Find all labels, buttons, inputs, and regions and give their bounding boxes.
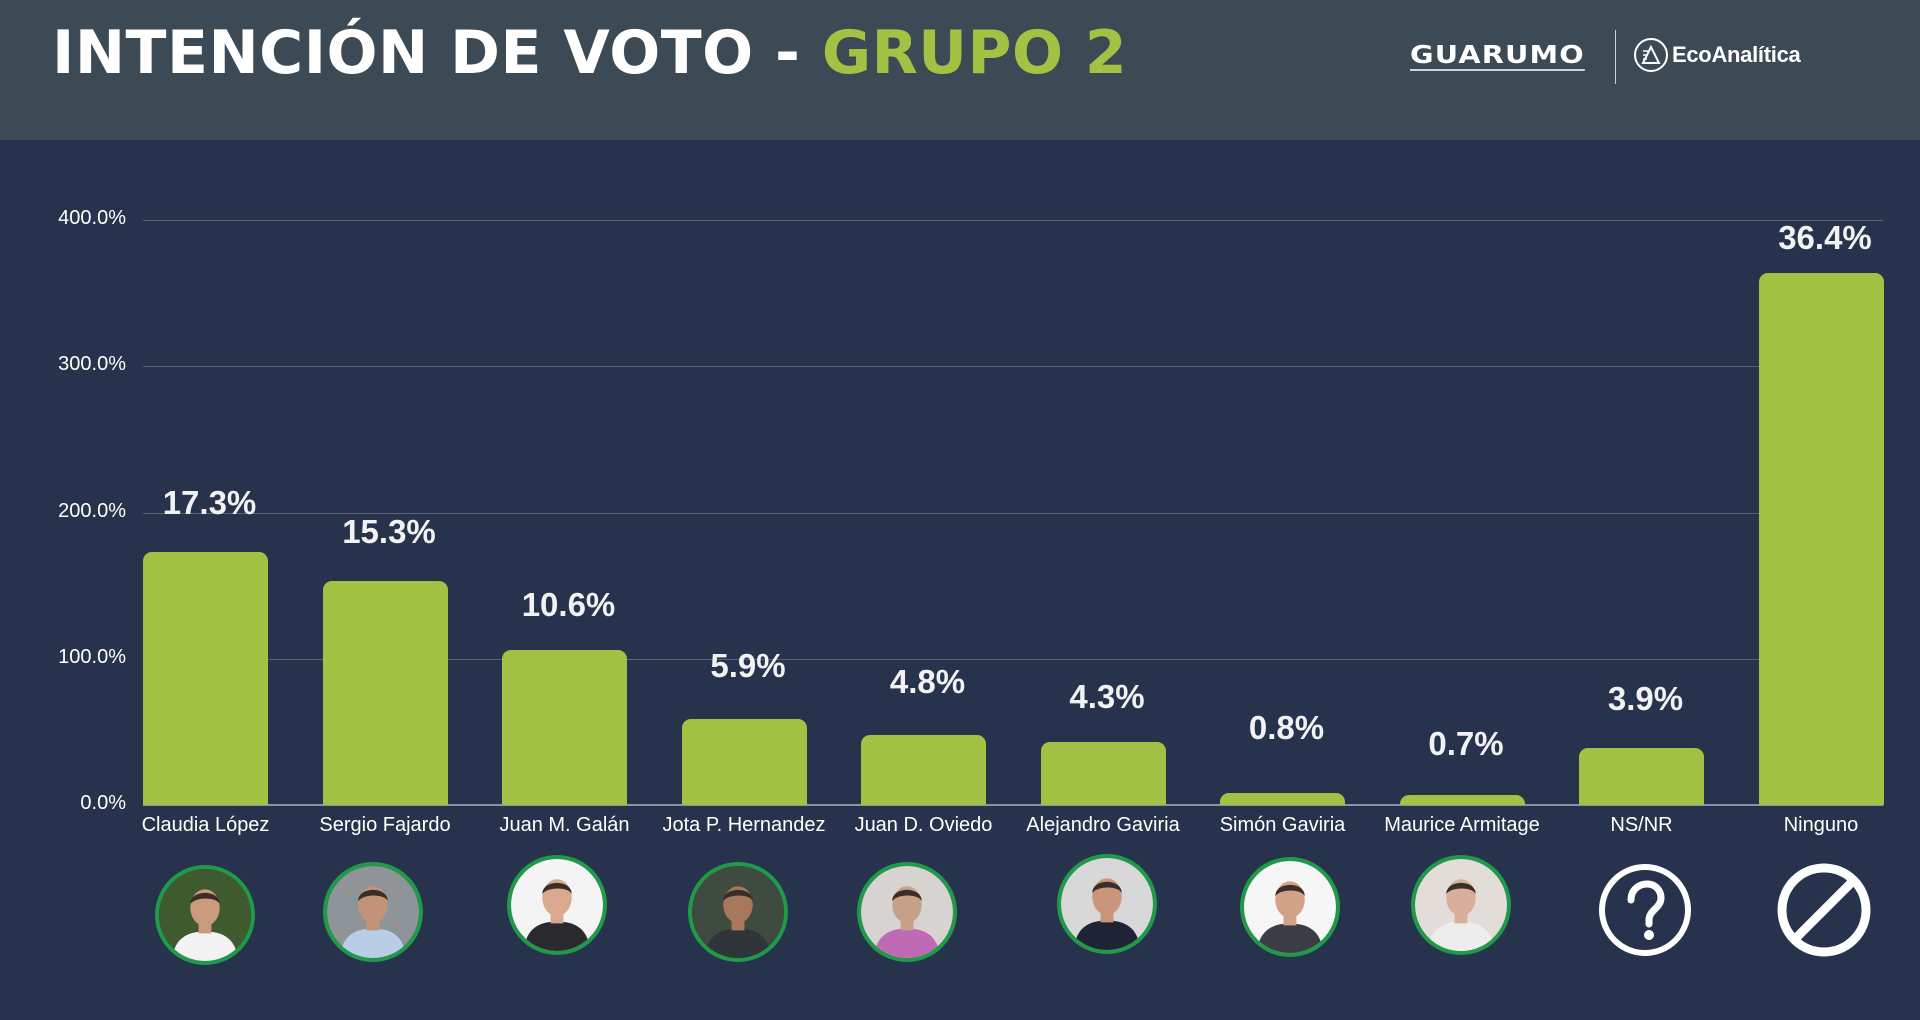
category-label: Claudia López [141,814,270,836]
avatar [323,862,423,962]
value-label: 36.4% [1778,218,1872,256]
avatar [507,855,607,955]
guarumo-logo: GUARUMO [1410,39,1585,71]
person-photo-icon [159,869,251,961]
x-axis-line [143,804,1883,806]
avatar [1240,857,1340,957]
bar-maurice-armitage[interactable] [1399,794,1525,805]
value-label: 15.3% [342,513,436,551]
value-label: 4.8% [889,662,966,700]
bar-sergio-fajardo[interactable] [322,581,448,805]
person-photo-icon [861,866,953,958]
category-label: Alejandro Gaviria [1026,814,1180,836]
ecoanalitica-mark-icon [1634,38,1668,72]
bar-alejandro-gaviria[interactable] [1040,742,1166,805]
title-main: INTENCIÓN DE VOTO - [52,18,822,88]
category-label: Jota P. Hernandez [662,814,826,836]
bar-claudia-l-pez[interactable] [143,551,268,805]
avatar [688,862,788,962]
sponsor-logos: GUARUMO EcoAnalítica [1410,28,1801,84]
y-tick-label: 400.0% [58,207,126,229]
bar-ns-nr[interactable] [1579,747,1704,805]
ecoanalitica-text: EcoAnalítica [1672,42,1801,67]
category-label: Juan D. Oviedo [854,814,993,836]
value-label: 5.9% [710,646,786,684]
gridline [143,512,1883,514]
value-label: 10.6% [521,585,616,623]
person-photo-icon [1244,861,1336,953]
prohibited-icon [1776,862,1872,958]
bar-chart: 0.0% 100.0% 200.0% 300.0% 400.0% 17.3% Claudia… [0,140,1920,1020]
person-photo-icon [327,866,419,958]
bar-juan-m-gal-n[interactable] [502,649,627,805]
person-photo-icon [1061,858,1153,950]
bar-sim-n-gaviria[interactable] [1220,793,1345,805]
gridline [143,366,1883,368]
ecoanalitica-logo: EcoAnalítica [1634,38,1801,72]
category-label: Juan M. Galán [499,814,630,836]
category-label: Maurice Armitage [1384,814,1540,836]
avatar [1411,855,1511,955]
y-tick-label: 300.0% [58,353,126,376]
value-label: 0.8% [1248,709,1325,747]
y-tick-label: 0.0% [80,792,126,814]
bar-juan-d-oviedo[interactable] [861,734,986,805]
value-label: 17.3% [162,483,257,521]
y-tick-label: 100.0% [58,645,126,668]
value-label: 3.9% [1607,679,1684,717]
category-label: Sergio Fajardo [319,814,451,836]
y-tick-label: 200.0% [58,499,126,522]
title-accent: GRUPO 2 [821,18,1128,88]
person-photo-icon [1415,859,1507,951]
person-photo-icon [692,866,784,958]
value-label: 4.3% [1069,678,1145,716]
gridline [143,220,1883,221]
category-label: NS/NR [1610,814,1673,836]
avatar [857,862,957,962]
category-label: Simón Gaviria [1219,814,1346,836]
avatar [1057,854,1157,954]
gridline [143,658,1883,660]
logo-divider [1615,30,1616,84]
page-title: INTENCIÓN DE VOTO - GRUPO 2 [52,18,1127,88]
question-circle-icon [1597,862,1693,958]
value-label: 0.7% [1428,724,1504,762]
person-photo-icon [511,859,603,951]
category-label: Ninguno [1783,814,1859,836]
header-banner: INTENCIÓN DE VOTO - GRUPO 2 GUARUMO EcoA… [0,0,1920,140]
bar-jota-p-hernandez[interactable] [681,718,807,805]
bar-ninguno[interactable] [1758,272,1884,805]
avatar [155,865,255,965]
